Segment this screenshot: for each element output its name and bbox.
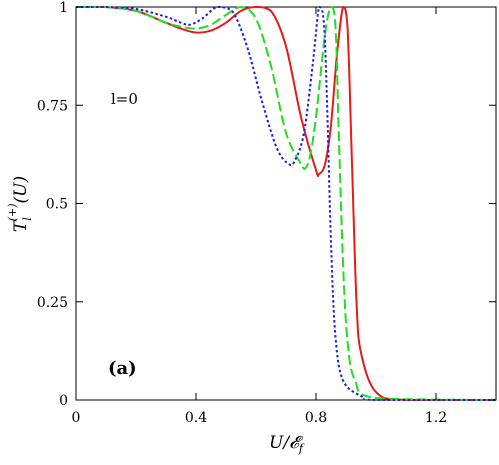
x-tick-label: 0.8 <box>305 410 327 426</box>
series-line-dotted <box>76 5 496 401</box>
x-tick-label: 1.2 <box>425 410 447 426</box>
y-tick-label: 0 <box>59 393 68 409</box>
y-tick-label: 0.5 <box>46 197 68 213</box>
svg-text:Tl(+)(U): Tl(+)(U) <box>6 176 34 232</box>
curves-group <box>76 5 497 402</box>
x-tick-label: 0 <box>72 410 81 426</box>
x-axis-title: U/𝓔f <box>269 433 305 455</box>
y-tick-label: 0.75 <box>37 98 68 114</box>
ticks-group: 0 0.4 0.8 1.2 0 0.25 0.5 0.75 1 <box>37 0 496 426</box>
x-tick-label: 0.4 <box>185 410 207 426</box>
y-axis-title: Tl(+)(U) <box>6 176 34 232</box>
series-line-dashed <box>76 5 497 401</box>
plot-frame <box>75 6 497 401</box>
y-tick-label: 0.25 <box>37 295 68 311</box>
panel-label: (a) <box>108 358 137 379</box>
series-line-solid <box>76 5 496 402</box>
annotation-text: l=0 <box>111 90 138 108</box>
y-tick-label: 1 <box>59 0 68 16</box>
